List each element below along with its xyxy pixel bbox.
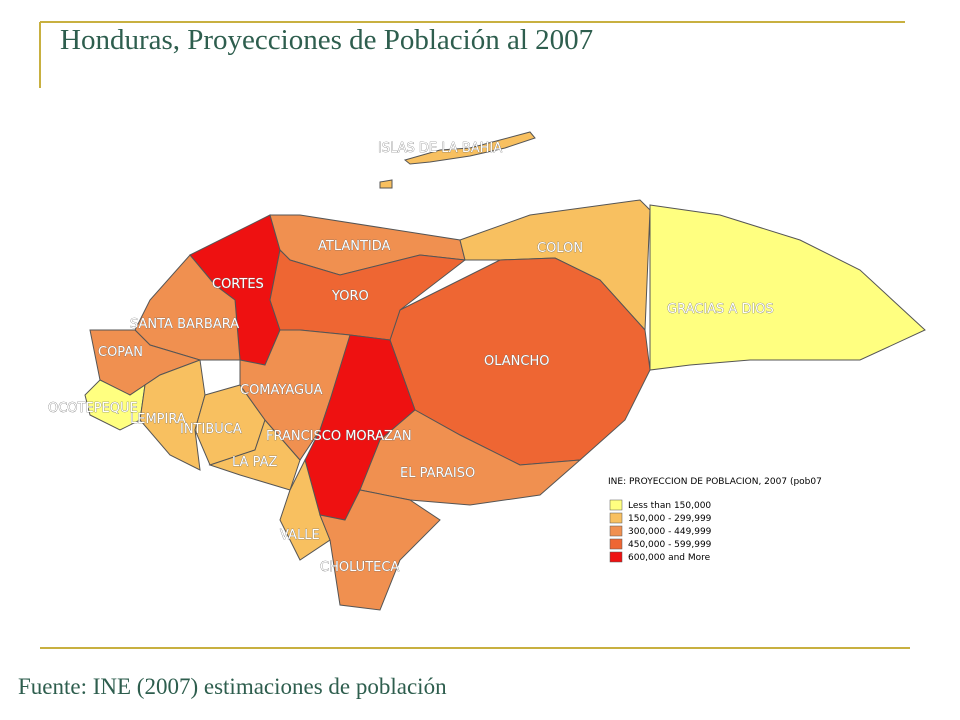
island <box>379 179 393 189</box>
department-label: GRACIAS A DIOS <box>667 302 774 317</box>
department-label: SANTA BARBARA <box>130 317 239 332</box>
department <box>359 409 582 506</box>
islands <box>379 131 536 189</box>
department-label: ATLANTIDA <box>318 239 391 254</box>
legend-label: 300,000 - 449,999 <box>628 527 712 537</box>
legend-swatch <box>609 538 623 550</box>
island-label: ISLAS DE LA BAHIA <box>378 141 502 156</box>
department <box>319 489 441 611</box>
source-note: Fuente: INE (2007) estimaciones de pobla… <box>18 674 447 699</box>
legend-swatch <box>609 551 623 563</box>
department-label: EL PARAISO <box>400 466 475 481</box>
map: ISLAS DE LA BAHIA CORTES ATLANTIDA COLON… <box>48 131 926 611</box>
department-label: LEMPIRA <box>130 412 186 427</box>
department-label: FRANCISCO MORAZAN <box>266 429 412 444</box>
department <box>84 379 146 431</box>
department-label: VALLE <box>280 528 320 543</box>
department-label: COMAYAGUA <box>240 383 323 398</box>
department-label: CHOLUTECA <box>320 560 399 575</box>
department-label: OCOTEPEQUE <box>48 401 138 416</box>
department-label: YORO <box>331 289 369 304</box>
island <box>403 131 536 165</box>
department <box>649 204 926 371</box>
legend-label: 450,000 - 599,999 <box>628 540 712 550</box>
department-label: OLANCHO <box>484 354 549 369</box>
legend-swatch <box>609 499 623 511</box>
department <box>269 248 467 341</box>
department-label: COLON <box>537 241 583 256</box>
legend-label: 600,000 and More <box>628 553 711 563</box>
legend-title: INE: PROYECCION DE POBLACION, 2007 (pob0… <box>608 477 822 487</box>
map-labels: ISLAS DE LA BAHIA CORTES ATLANTIDA COLON… <box>48 141 774 576</box>
legend-label: 150,000 - 299,999 <box>628 514 712 524</box>
legend-label: Less than 150,000 <box>628 501 711 511</box>
department-label: CORTES <box>212 277 264 292</box>
legend: INE: PROYECCION DE POBLACION, 2007 (pob0… <box>608 477 822 563</box>
slide-title: Honduras, Proyecciones de Población al 2… <box>60 24 594 56</box>
legend-swatch <box>609 512 623 524</box>
legend-swatch <box>609 525 623 537</box>
department-label: COPAN <box>98 345 143 360</box>
department-label: INTIBUCA <box>180 422 242 437</box>
department-label: LA PAZ <box>232 455 277 470</box>
